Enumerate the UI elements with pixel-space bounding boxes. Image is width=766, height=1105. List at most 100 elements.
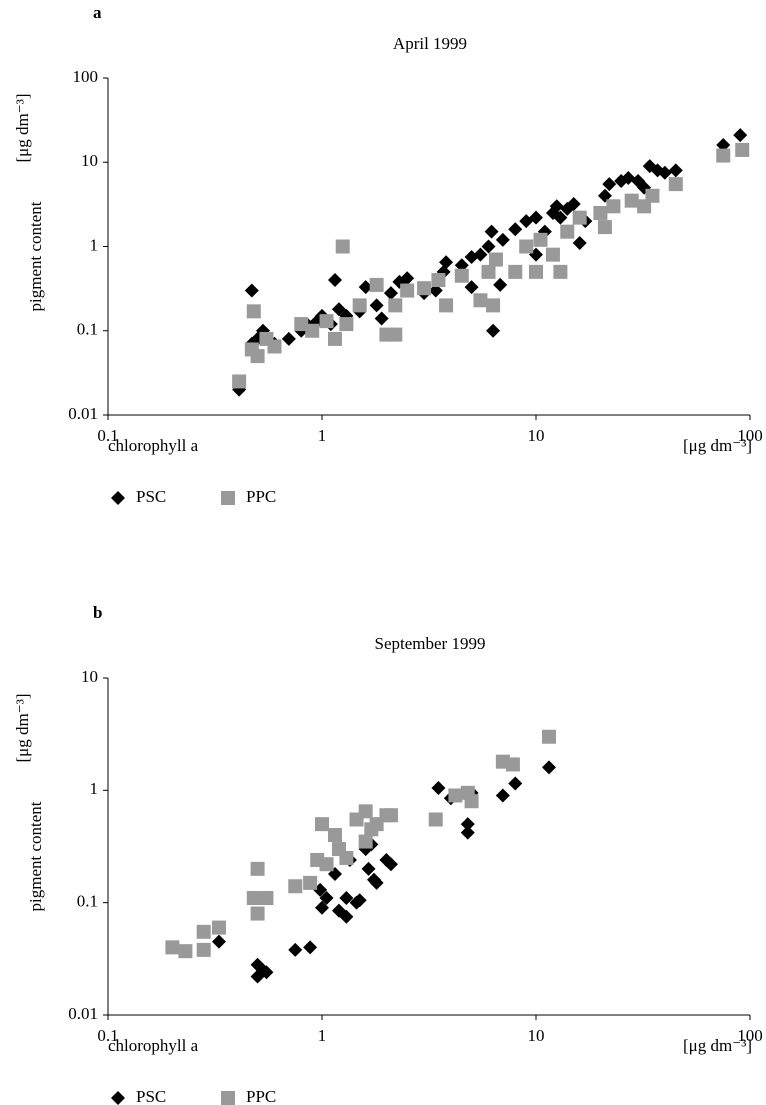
point	[165, 940, 180, 955]
point	[541, 729, 556, 744]
y-tick-label: 10	[81, 667, 98, 686]
point	[383, 808, 398, 823]
x-tick-label: 0.1	[97, 1026, 118, 1045]
panel-label: a	[93, 3, 102, 22]
x-axis-unit: [μg dm⁻³]	[683, 436, 752, 455]
point	[448, 788, 463, 803]
point	[572, 210, 587, 225]
point	[637, 199, 652, 214]
point	[319, 314, 334, 329]
point	[281, 331, 296, 346]
point	[400, 283, 415, 298]
point	[473, 293, 488, 308]
point	[545, 247, 560, 262]
panel-label: b	[93, 603, 102, 622]
panel: b September 1999 [μg dm⁻³] pigment content c…	[13, 603, 763, 1105]
y-tick-label: 0.1	[77, 320, 98, 339]
point	[645, 188, 660, 203]
y-axis-unit: [μg dm⁻³]	[13, 694, 32, 763]
point	[358, 834, 373, 849]
point	[460, 825, 475, 840]
point	[358, 280, 373, 295]
point	[486, 323, 501, 338]
legend-marker	[221, 1091, 235, 1105]
point	[486, 298, 501, 313]
point	[668, 177, 683, 192]
x-tick-label: 0.1	[97, 426, 118, 445]
point	[400, 271, 415, 286]
x-tick-label: 1	[318, 1026, 327, 1045]
point	[572, 236, 587, 251]
point	[505, 757, 520, 772]
panel: a April 1999 [μg dm⁻³] pigment content chlor…	[13, 3, 763, 506]
point	[428, 283, 443, 298]
point	[259, 965, 274, 980]
point	[259, 891, 274, 906]
point	[566, 196, 581, 211]
point	[606, 199, 621, 214]
point	[352, 298, 367, 313]
point	[388, 298, 403, 313]
point	[339, 850, 354, 865]
x-tick-label: 10	[528, 426, 545, 445]
legend-label: PPC	[246, 1087, 276, 1105]
point	[529, 264, 543, 279]
point	[460, 817, 475, 832]
point	[288, 879, 303, 894]
point	[508, 264, 523, 279]
point	[716, 148, 731, 163]
x-axis-label: chlorophyll a	[108, 436, 199, 455]
point	[319, 891, 334, 906]
point	[246, 304, 261, 319]
point	[493, 277, 508, 292]
point	[733, 128, 748, 143]
y-axis-label: pigment content	[26, 201, 45, 311]
point	[361, 861, 376, 876]
point	[369, 277, 384, 292]
point	[593, 205, 608, 220]
point	[454, 258, 469, 273]
legend-label: PSC	[136, 1087, 166, 1105]
point	[244, 283, 259, 298]
point	[250, 906, 265, 921]
x-tick-label: 100	[737, 1026, 763, 1045]
point	[352, 893, 367, 908]
point	[388, 327, 403, 342]
point	[716, 138, 731, 153]
y-tick-label: 0.01	[68, 404, 98, 423]
point	[358, 804, 373, 819]
point	[327, 828, 342, 843]
point	[369, 875, 384, 890]
point	[484, 224, 499, 239]
point	[624, 193, 639, 208]
point	[431, 273, 446, 288]
point	[417, 281, 432, 296]
point	[481, 239, 496, 254]
point	[431, 780, 446, 795]
x-axis-label: chlorophyll a	[108, 1036, 199, 1055]
point	[735, 142, 750, 157]
point	[439, 298, 454, 313]
point	[553, 264, 568, 279]
y-tick-label: 100	[73, 67, 99, 86]
point	[495, 232, 510, 247]
point	[303, 875, 318, 890]
point	[454, 268, 469, 283]
point	[339, 317, 354, 332]
point	[657, 165, 672, 180]
point	[196, 942, 211, 957]
point	[196, 924, 211, 939]
point	[533, 232, 548, 247]
x-tick-label: 1	[318, 426, 327, 445]
y-axis-label: pigment content	[26, 801, 45, 911]
point	[267, 339, 282, 354]
x-tick-label: 10	[528, 1026, 545, 1045]
point	[327, 331, 342, 346]
point	[232, 374, 247, 389]
point	[464, 794, 479, 809]
point	[246, 891, 261, 906]
point	[211, 934, 226, 949]
point	[473, 247, 488, 262]
point	[383, 286, 398, 301]
y-tick-label: 10	[81, 151, 98, 170]
